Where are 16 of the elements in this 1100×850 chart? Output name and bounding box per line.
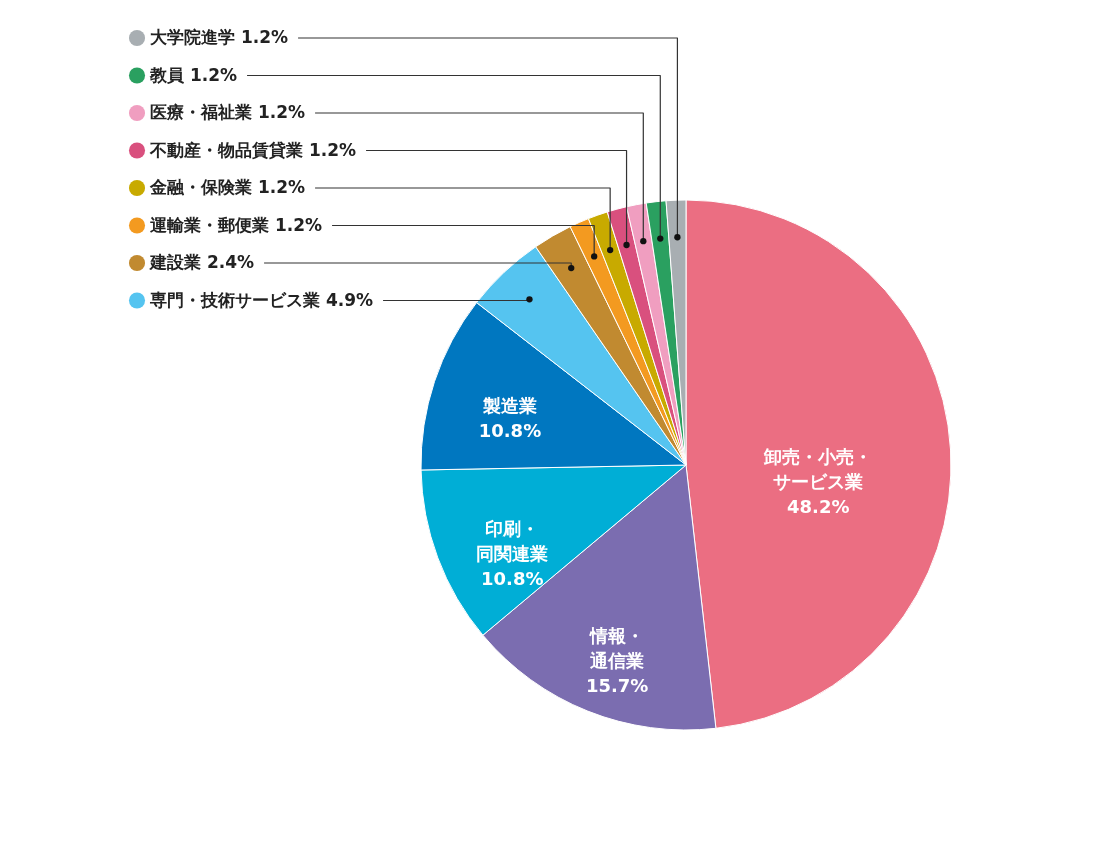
slice-label: 卸売・小売・サービス業 <box>763 445 873 492</box>
slice-label: 製造業 <box>481 394 537 416</box>
legend-label: 運輸業・郵便業 1.2% <box>149 214 323 235</box>
slice-label: 印刷・同関連業 <box>476 518 549 565</box>
data-label: 48.2% <box>787 495 850 517</box>
data-label: 10.8% <box>478 419 542 441</box>
legend-label: 建設業 2.4% <box>148 252 255 272</box>
legend-label: 大学院進学 1.2% <box>150 27 289 47</box>
legend-label: 専門・技術サービス業 4.9% <box>149 289 374 310</box>
data-label: 10.8% <box>481 568 544 590</box>
slice-label: 情報・通信業 <box>589 625 645 672</box>
data-label: 15.7% <box>585 675 649 697</box>
legend-label: 医療・福祉業 1.2% <box>150 102 306 122</box>
legend-label: 教員 1.2% <box>149 64 238 85</box>
legend-label: 金融・保険業 1.2% <box>149 177 306 197</box>
legend-label: 不動産・物品賃貸業 1.2% <box>149 139 357 160</box>
